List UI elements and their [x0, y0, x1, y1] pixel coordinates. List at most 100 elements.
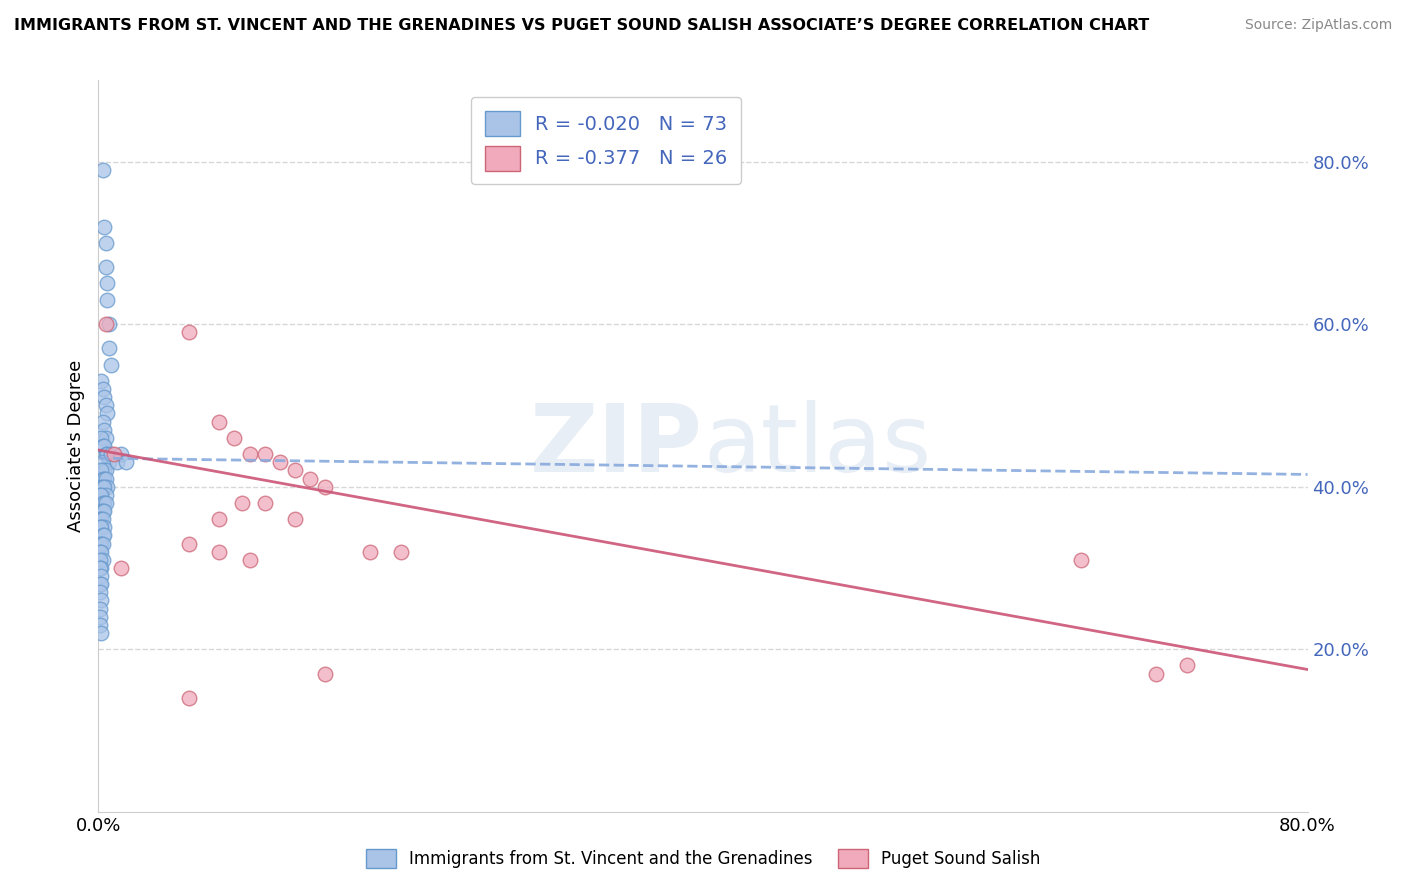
Point — [96, 480, 118, 494]
Point — [208, 415, 231, 429]
Point — [1175, 658, 1198, 673]
Point — [94, 496, 117, 510]
Text: atlas: atlas — [703, 400, 931, 492]
Point — [90, 374, 112, 388]
Point — [91, 512, 114, 526]
Point — [314, 480, 336, 494]
Point — [98, 342, 121, 356]
Point — [89, 577, 111, 591]
Point — [96, 293, 118, 307]
Point — [91, 455, 114, 469]
Point — [253, 447, 276, 461]
Point — [360, 544, 382, 558]
Point — [94, 431, 117, 445]
Legend: Immigrants from St. Vincent and the Grenadines, Puget Sound Salish: Immigrants from St. Vincent and the Gren… — [359, 842, 1047, 875]
Point — [224, 431, 246, 445]
Point — [239, 447, 262, 461]
Point — [94, 447, 117, 461]
Point — [98, 317, 121, 331]
Point — [93, 520, 115, 534]
Point — [90, 544, 112, 558]
Point — [314, 666, 336, 681]
Point — [389, 544, 412, 558]
Point — [103, 447, 125, 461]
Point — [93, 496, 115, 510]
Point — [90, 626, 112, 640]
Point — [110, 447, 132, 461]
Point — [94, 463, 117, 477]
Point — [114, 455, 136, 469]
Point — [89, 520, 111, 534]
Point — [98, 455, 121, 469]
Point — [91, 415, 114, 429]
Point — [91, 471, 114, 485]
Point — [91, 536, 114, 550]
Point — [91, 480, 114, 494]
Point — [89, 512, 111, 526]
Point — [90, 463, 112, 477]
Point — [90, 512, 112, 526]
Point — [93, 439, 115, 453]
Point — [299, 471, 322, 485]
Point — [253, 496, 276, 510]
Text: IMMIGRANTS FROM ST. VINCENT AND THE GRENADINES VS PUGET SOUND SALISH ASSOCIATE’S: IMMIGRANTS FROM ST. VINCENT AND THE GREN… — [14, 18, 1149, 33]
Point — [89, 544, 111, 558]
Point — [91, 553, 114, 567]
Point — [269, 455, 291, 469]
Point — [100, 447, 122, 461]
Point — [100, 358, 122, 372]
Point — [89, 488, 111, 502]
Point — [96, 447, 118, 461]
Point — [94, 488, 117, 502]
Point — [90, 520, 112, 534]
Point — [93, 480, 115, 494]
Point — [89, 601, 111, 615]
Point — [1070, 553, 1092, 567]
Point — [94, 260, 117, 275]
Point — [93, 219, 115, 234]
Point — [284, 463, 307, 477]
Point — [90, 480, 112, 494]
Point — [90, 536, 112, 550]
Point — [93, 471, 115, 485]
Point — [93, 390, 115, 404]
Point — [91, 382, 114, 396]
Point — [90, 577, 112, 591]
Point — [89, 585, 111, 599]
Point — [89, 617, 111, 632]
Point — [1144, 666, 1167, 681]
Point — [96, 277, 118, 291]
Point — [90, 504, 112, 518]
Point — [90, 431, 112, 445]
Legend: R = -0.020   N = 73, R = -0.377   N = 26: R = -0.020 N = 73, R = -0.377 N = 26 — [471, 97, 741, 185]
Point — [93, 528, 115, 542]
Point — [91, 162, 114, 177]
Point — [179, 690, 201, 705]
Point — [94, 235, 117, 250]
Point — [89, 536, 111, 550]
Point — [179, 325, 201, 339]
Point — [231, 496, 253, 510]
Point — [208, 512, 231, 526]
Point — [89, 609, 111, 624]
Point — [91, 528, 114, 542]
Point — [93, 463, 115, 477]
Point — [179, 536, 201, 550]
Point — [93, 423, 115, 437]
Point — [208, 544, 231, 558]
Point — [91, 496, 114, 510]
Point — [94, 471, 117, 485]
Text: Source: ZipAtlas.com: Source: ZipAtlas.com — [1244, 18, 1392, 32]
Point — [110, 561, 132, 575]
Point — [94, 398, 117, 412]
Point — [93, 504, 115, 518]
Point — [90, 561, 112, 575]
Point — [90, 488, 112, 502]
Point — [89, 553, 111, 567]
Point — [94, 317, 117, 331]
Point — [284, 512, 307, 526]
Point — [96, 407, 118, 421]
Text: ZIP: ZIP — [530, 400, 703, 492]
Y-axis label: Associate's Degree: Associate's Degree — [66, 359, 84, 533]
Point — [91, 439, 114, 453]
